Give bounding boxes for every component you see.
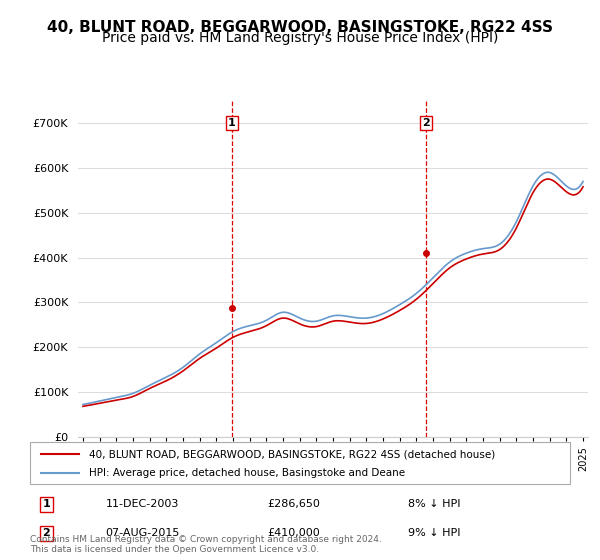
Text: £286,650: £286,650 [268, 500, 320, 510]
Text: 1: 1 [228, 118, 236, 128]
Text: £410,000: £410,000 [268, 529, 320, 538]
Text: 40, BLUNT ROAD, BEGGARWOOD, BASINGSTOKE, RG22 4SS: 40, BLUNT ROAD, BEGGARWOOD, BASINGSTOKE,… [47, 20, 553, 35]
Text: HPI: Average price, detached house, Basingstoke and Deane: HPI: Average price, detached house, Basi… [89, 468, 406, 478]
Text: 9% ↓ HPI: 9% ↓ HPI [408, 529, 461, 538]
Text: 11-DEC-2003: 11-DEC-2003 [106, 500, 179, 510]
FancyBboxPatch shape [30, 442, 570, 484]
Text: 1: 1 [43, 500, 50, 510]
Text: 2: 2 [422, 118, 430, 128]
Text: Contains HM Land Registry data © Crown copyright and database right 2024.
This d: Contains HM Land Registry data © Crown c… [30, 535, 382, 554]
Text: Price paid vs. HM Land Registry's House Price Index (HPI): Price paid vs. HM Land Registry's House … [102, 31, 498, 45]
Text: 40, BLUNT ROAD, BEGGARWOOD, BASINGSTOKE, RG22 4SS (detached house): 40, BLUNT ROAD, BEGGARWOOD, BASINGSTOKE,… [89, 449, 496, 459]
Text: 8% ↓ HPI: 8% ↓ HPI [408, 500, 461, 510]
Text: 2: 2 [43, 529, 50, 538]
Text: 07-AUG-2015: 07-AUG-2015 [106, 529, 180, 538]
